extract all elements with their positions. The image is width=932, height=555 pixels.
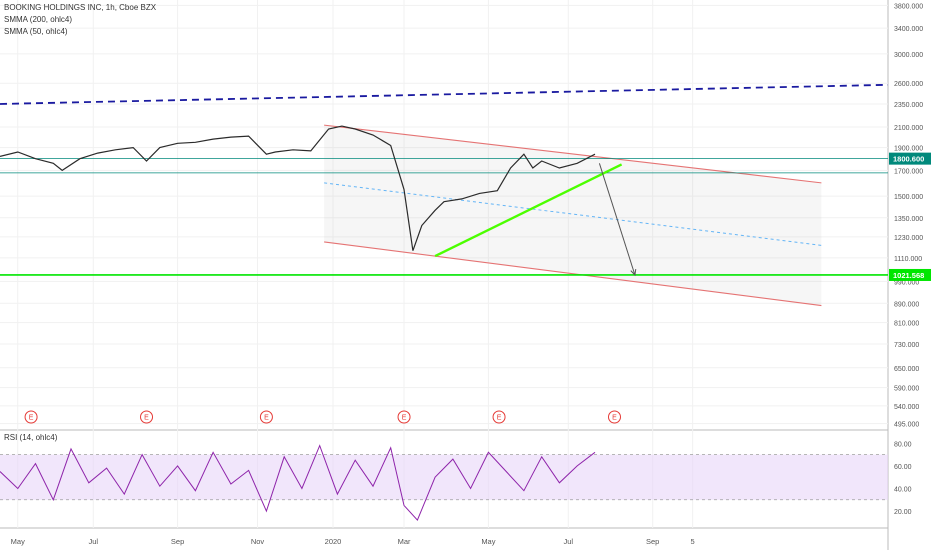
earnings-marker-label: E	[497, 415, 502, 422]
y-tick-label: 1900.000	[894, 146, 923, 153]
y-tick-label: 2600.000	[894, 81, 923, 88]
y-tick-label: 1350.000	[894, 216, 923, 223]
channel-lower-line	[324, 241, 822, 307]
y-tick-label: 2350.000	[894, 102, 923, 109]
y-tick-label: 1700.000	[894, 168, 923, 175]
x-tick-label: 5	[691, 537, 695, 546]
blue-dashed-trendline	[0, 83, 889, 105]
y-tick-label: 650.000	[894, 366, 919, 373]
y-tick-label: 2100.000	[894, 125, 923, 132]
projection-arrow-head	[630, 268, 637, 277]
x-tick-label: May	[481, 537, 495, 546]
target-price-badge: 1021.568	[893, 271, 924, 280]
rsi-layer	[0, 444, 888, 522]
y-tick-label: 495.000	[894, 422, 919, 429]
earnings-marker-label: E	[264, 415, 269, 422]
earnings-marker-circle	[24, 410, 38, 424]
x-tick-label: May	[11, 537, 25, 546]
rsi-y-tick-label: 80.00	[894, 441, 912, 448]
green-trend-line	[434, 163, 623, 258]
x-tick-label: Jul	[564, 537, 574, 546]
earnings-marker-label: E	[144, 415, 149, 422]
x-tick-label: 2020	[325, 537, 342, 546]
earnings-marker-circle	[607, 410, 621, 424]
y-tick-label: 890.000	[894, 301, 919, 308]
indicator-smma-200-label: SMMA (200, ohlc4)	[4, 15, 73, 24]
x-tick-label: Sep	[171, 537, 184, 546]
earnings-marker-label: E	[612, 415, 617, 422]
rsi-y-tick-label: 40.00	[894, 486, 912, 493]
price-series-line	[0, 125, 596, 251]
rsi-line	[0, 444, 596, 522]
y-tick-label: 1110.000	[894, 256, 922, 263]
y-tick-label: 3800.000	[894, 3, 923, 10]
rsi-y-tick-label: 60.00	[894, 464, 912, 471]
x-tick-label: Jul	[88, 537, 98, 546]
rsi-panel-label: RSI (14, ohlc4)	[4, 433, 58, 442]
y-tick-label: 730.000	[894, 342, 919, 349]
x-tick-label: Nov	[251, 537, 265, 546]
earnings-marker-label: E	[29, 415, 34, 422]
earnings-marker-label: E	[402, 415, 407, 422]
earnings-marker-circle	[397, 410, 411, 424]
grid-layer	[0, 0, 889, 550]
rsi-band	[0, 454, 888, 500]
y-tick-label: 3400.000	[894, 26, 923, 33]
x-tick-label: Mar	[398, 537, 411, 546]
earnings-marker-circle	[140, 410, 154, 424]
y-tick-label: 990.000	[894, 279, 919, 286]
axis-layer: 495.000 540.000 590.000 650.000 730.000 810.0…	[11, 3, 931, 546]
symbol-title: BOOKING HOLDINGS INC, 1h, Cboe BZX	[4, 3, 157, 12]
y-tick-label: 540.000	[894, 404, 919, 411]
rsi-y-tick-label: 20.00	[894, 509, 912, 516]
y-tick-label: 3000.000	[894, 52, 923, 59]
current-price-badge-bg	[889, 152, 931, 165]
current-price-badge: 1800.600	[893, 155, 924, 164]
y-tick-label: 1230.000	[894, 235, 923, 242]
earnings-marker-circle	[492, 410, 506, 424]
channel-area	[324, 125, 822, 306]
target-price-badge-bg	[889, 268, 931, 281]
indicator-smma-50-label: SMMA (50, ohlc4)	[4, 27, 68, 36]
projection-arrow-line	[598, 163, 636, 276]
x-tick-label: Sep	[646, 537, 659, 546]
y-tick-label: 590.000	[894, 386, 919, 393]
y-tick-label: 1500.000	[894, 194, 923, 201]
y-tick-label: 810.000	[894, 321, 919, 328]
earnings-marker-circle	[259, 410, 273, 424]
